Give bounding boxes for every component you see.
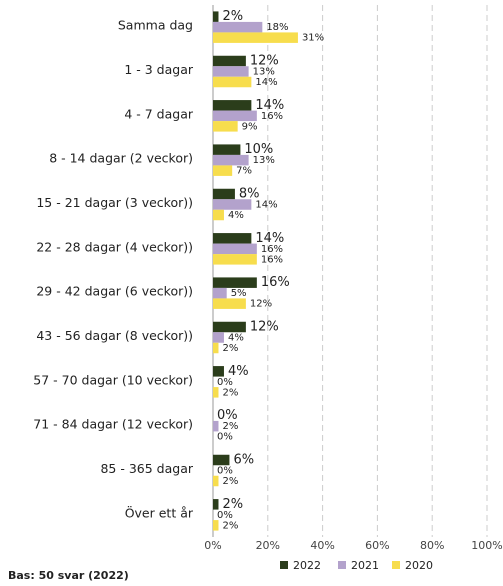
bar [213,11,219,22]
bar [213,100,252,111]
value-label: 2% [222,9,243,24]
value-label: 4% [228,364,249,379]
category-label: Över ett år [125,504,194,520]
value-label: 18% [266,22,288,33]
bar [213,32,298,43]
value-label: 4% [228,210,244,221]
bar [213,55,246,67]
value-label: 16% [261,244,283,255]
bar [213,165,233,176]
category-label: 15 - 21 dagar (3 veckor)) [36,195,193,210]
bar [213,298,246,309]
category-label: 29 - 42 dagar (6 veckor)) [36,284,193,299]
value-label: 12% [250,320,279,335]
bar [213,110,257,122]
value-label: 13% [253,155,275,166]
bar [213,199,252,210]
x-tick-label: 60% [365,539,389,552]
category-label: 4 - 7 dagar [124,106,194,121]
bar [213,254,257,265]
bar [213,144,241,155]
x-tick-label: 0% [204,539,221,552]
bar [213,121,238,132]
value-label: 14% [255,77,277,88]
value-label: 0% [217,377,233,388]
footnote: Bas: 50 svar (2022) [8,569,129,582]
category-label: 1 - 3 dagar [124,62,194,77]
bar [213,21,263,33]
bar [213,342,219,354]
legend-label: 2020 [405,559,433,572]
legend-swatch [392,561,400,569]
category-label: 85 - 365 dagar [100,461,193,476]
value-label: 2% [222,476,238,487]
value-label: 16% [261,254,283,265]
value-label: 2% [222,520,238,531]
x-tick-label: 100% [471,539,502,552]
value-label: 14% [255,231,284,246]
value-label: 4% [228,333,244,344]
value-label: 14% [255,98,284,113]
value-label: 14% [255,200,277,211]
x-tick-label: 40% [310,539,334,552]
value-label: 16% [261,275,290,290]
value-label: 6% [233,453,254,468]
bar [213,277,257,288]
bar [213,332,224,343]
value-label: 8% [239,187,260,202]
bar [213,188,235,200]
category-label: 57 - 70 dagar (10 veckor) [33,372,193,387]
value-label: 7% [236,166,252,177]
x-tick-label: 80% [420,539,444,552]
bar [213,499,219,510]
value-label: 0% [217,432,233,443]
legend-label: 2022 [293,559,321,572]
category-label: 22 - 28 dagar (4 veckor)) [36,239,193,254]
bar [213,475,219,487]
x-tick-label: 20% [256,539,280,552]
category-label: 71 - 84 dagar (12 veckor) [33,417,193,432]
bar [213,66,249,77]
bar [213,209,224,221]
bar [213,366,224,377]
value-label: 31% [302,33,324,44]
bar [213,287,227,299]
legend-label: 2021 [351,559,379,572]
value-label: 0% [217,408,238,423]
bar [213,76,252,88]
legend-swatch [280,561,288,569]
value-label: 16% [261,111,283,122]
value-label: 12% [250,54,279,69]
category-label: 43 - 56 dagar (8 veckor)) [36,328,193,343]
bar [213,321,246,333]
value-label: 0% [217,466,233,477]
category-label: Samma dag [118,18,193,33]
category-label: 8 - 14 dagar (2 veckor) [49,151,193,166]
bar [213,233,252,244]
value-label: 5% [231,288,247,299]
value-label: 2% [222,421,238,432]
value-label: 2% [222,497,243,512]
legend-swatch [338,561,346,569]
value-label: 9% [242,121,258,132]
bar [213,420,219,432]
value-label: 12% [250,299,272,310]
bar [213,387,219,398]
value-label: 13% [253,67,275,78]
value-label: 2% [222,387,238,398]
bar [213,154,249,166]
value-label: 2% [222,343,238,354]
value-label: 0% [217,510,233,521]
value-label: 10% [244,142,273,157]
bar [213,454,230,466]
bar [213,520,219,531]
bar [213,243,257,255]
